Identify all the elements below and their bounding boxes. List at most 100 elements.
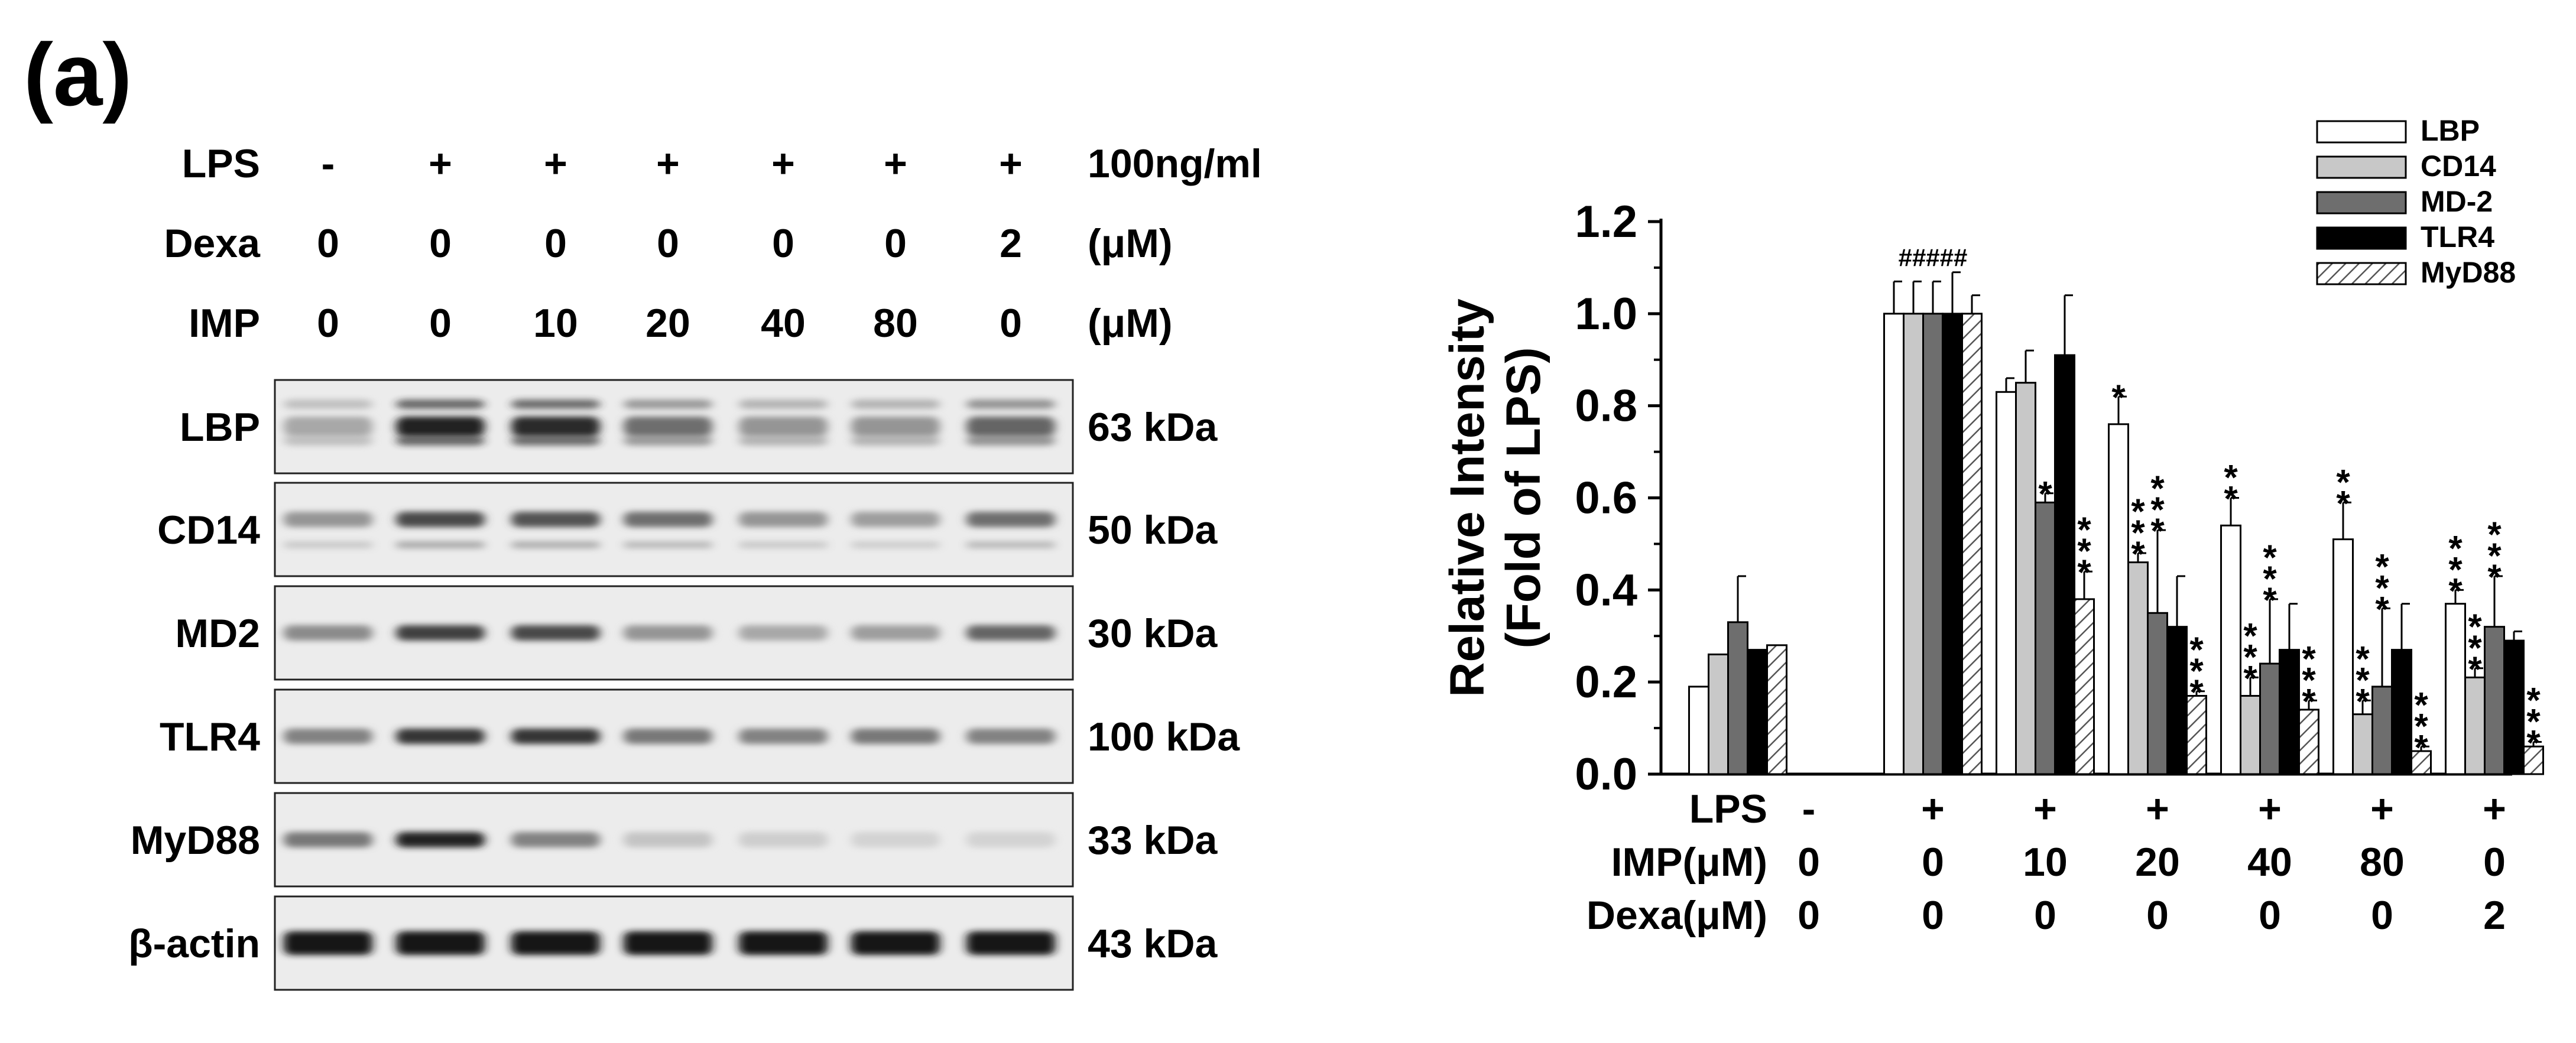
x-row-value: 0 bbox=[1922, 840, 1944, 885]
blot-band bbox=[284, 541, 372, 548]
x-row-value: 20 bbox=[2135, 840, 2180, 885]
blot-layer: LPS - + + + + + +100ng/ml Dexa 0 0 0 0 0 0 2 (μM) IMP 0 0 10… bbox=[128, 141, 1262, 991]
blot-band bbox=[851, 931, 940, 955]
blot-band bbox=[851, 625, 940, 641]
bar-myd88 bbox=[2298, 709, 2319, 775]
bar-myd88 bbox=[2074, 598, 2095, 775]
blot-band bbox=[966, 399, 1055, 409]
blot-band bbox=[739, 931, 828, 955]
blot-band bbox=[511, 399, 600, 409]
x-row-value: 0 bbox=[1922, 893, 1944, 938]
condition-value: 0 bbox=[429, 221, 452, 266]
blot-band bbox=[511, 436, 600, 446]
blot-band bbox=[284, 512, 372, 527]
significance-mark: * bbox=[2131, 513, 2145, 553]
protein-label: CD14 bbox=[157, 508, 260, 553]
significance-mark: * bbox=[2243, 658, 2257, 698]
protein-label: MyD88 bbox=[131, 818, 260, 863]
bar-lbp bbox=[2108, 423, 2129, 775]
blot-row-lbp: LBP 63 kDa bbox=[180, 379, 1218, 475]
condition-value: 0 bbox=[657, 221, 679, 266]
bar-tlr4 bbox=[1942, 313, 1963, 775]
blot-band bbox=[966, 436, 1055, 446]
condition-unit: (μM) bbox=[1088, 221, 1173, 266]
condition-value: + bbox=[999, 141, 1023, 186]
x-row-value: 0 bbox=[2034, 893, 2056, 938]
bar-myd88 bbox=[1961, 313, 1983, 775]
bar-md2 bbox=[1727, 621, 1748, 775]
blot-band bbox=[966, 931, 1055, 955]
condition-value: + bbox=[656, 141, 680, 186]
bar-myd88 bbox=[2523, 745, 2544, 775]
significance-mark: * bbox=[2189, 651, 2204, 691]
molecular-weight-label: 63 kDa bbox=[1088, 405, 1218, 450]
bar-tlr4 bbox=[2391, 649, 2412, 775]
western-blot-panel: LPS - + + + + + +100ng/ml Dexa 0 0 0 0 0 0 2 (μM) IMP 0 0 10… bbox=[128, 141, 1262, 991]
blot-band bbox=[624, 931, 712, 955]
bar-cd14 bbox=[2352, 713, 2373, 775]
condition-unit: (μM) bbox=[1088, 301, 1173, 346]
condition-value: 40 bbox=[761, 301, 806, 346]
chart-layer: 0.0 0.2 0.4 0.6 0.8 1.0 1.2 Relative Intensity(… bbox=[1441, 114, 2544, 938]
blot-band bbox=[966, 541, 1055, 548]
significance-mark: * bbox=[2131, 492, 2145, 531]
condition-value: 0 bbox=[772, 221, 794, 266]
blot-band bbox=[284, 832, 372, 847]
x-row-label: IMP(μM) bbox=[1611, 840, 1767, 885]
bar-tlr4 bbox=[2503, 639, 2525, 775]
legend-label: MyD88 bbox=[2421, 256, 2516, 289]
condition-value: 2 bbox=[1000, 221, 1022, 266]
legend-label: MD-2 bbox=[2421, 185, 2493, 218]
condition-value: + bbox=[429, 141, 452, 186]
protein-label: β-actin bbox=[128, 921, 260, 966]
x-row-value: 0 bbox=[2146, 893, 2169, 938]
blot-band bbox=[511, 625, 600, 641]
bar-myd88 bbox=[2410, 750, 2432, 775]
blot-band bbox=[624, 625, 712, 641]
blot-band bbox=[966, 417, 1055, 437]
y-tick-label: 0.0 bbox=[1575, 749, 1637, 800]
bar-tlr4 bbox=[2054, 354, 2075, 775]
blot-band bbox=[624, 729, 712, 744]
x-row-value: 0 bbox=[2371, 893, 2393, 938]
significance-mark: * bbox=[2224, 479, 2238, 519]
blot-band bbox=[396, 931, 485, 955]
significance-mark: * bbox=[2243, 637, 2257, 677]
condition-label-lps: LPS bbox=[182, 141, 260, 186]
blot-band bbox=[851, 417, 940, 437]
significance-mark: * bbox=[2487, 536, 2502, 576]
significance-mark: * bbox=[2414, 685, 2428, 724]
blot-band bbox=[396, 399, 485, 409]
significance-mark: * bbox=[2189, 630, 2204, 670]
significance-mark: * bbox=[2468, 607, 2482, 646]
blot-band bbox=[624, 399, 712, 409]
x-row-value: - bbox=[1802, 787, 1816, 831]
significance-mark: * bbox=[2356, 639, 2370, 678]
y-tick-label: 1.0 bbox=[1575, 289, 1637, 339]
protein-label: MD2 bbox=[175, 611, 260, 656]
blot-band bbox=[966, 832, 1055, 847]
x-row-value: + bbox=[2370, 787, 2394, 831]
blot-band bbox=[851, 729, 940, 744]
blot-band bbox=[851, 399, 940, 409]
x-row-value: 0 bbox=[1798, 840, 1820, 885]
bar-cd14 bbox=[2015, 382, 2036, 775]
blot-band bbox=[624, 512, 712, 527]
significance-mark: * bbox=[2111, 378, 2126, 417]
blot-row-cd14: CD14 50 kDa bbox=[157, 482, 1218, 577]
x-row-value: 0 bbox=[2483, 840, 2506, 885]
blot-row-myd88: MyD88 33 kDa bbox=[131, 792, 1218, 888]
significance-mark: * bbox=[2468, 628, 2482, 668]
significance-mark: * bbox=[2487, 557, 2502, 597]
blot-band bbox=[739, 512, 828, 527]
blot-band bbox=[739, 625, 828, 641]
legend-label: CD14 bbox=[2421, 150, 2496, 183]
legend-swatch bbox=[2316, 226, 2407, 250]
legend-swatch bbox=[2316, 191, 2407, 215]
blot-band bbox=[396, 729, 485, 744]
bar-lbp bbox=[2220, 524, 2241, 775]
y-tick-label: 0.2 bbox=[1575, 657, 1637, 707]
x-row-value: 80 bbox=[2360, 840, 2405, 885]
blot-band bbox=[284, 436, 372, 446]
significance-mark: * bbox=[2302, 639, 2316, 678]
